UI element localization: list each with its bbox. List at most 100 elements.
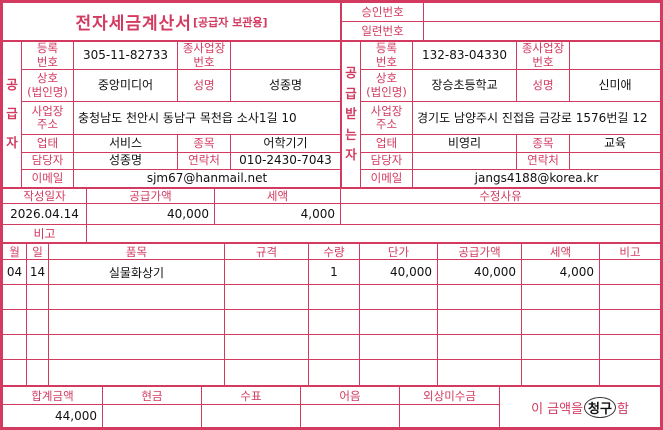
- item-qty: [309, 285, 360, 310]
- buyer-bizclass-label: 종목: [517, 135, 570, 153]
- col-header-qty: 수량: [309, 244, 360, 260]
- col-header-name: 품목: [49, 244, 225, 260]
- serial-row: 일련번호: [342, 22, 660, 40]
- cash-value: [103, 405, 202, 427]
- item-name: [49, 285, 225, 310]
- credit-value: [400, 405, 500, 427]
- item-spec: [225, 310, 309, 335]
- item-supply: [438, 310, 522, 335]
- item-note: [600, 360, 660, 385]
- items-table: 월 일 품목 규격 수량 단가 공급가액 세액 비고 04 14 실물화상기 1…: [3, 242, 660, 385]
- remark-label: 비고: [3, 225, 87, 242]
- buyer-phone-value: [570, 153, 660, 170]
- serial-number-label: 일련번호: [342, 22, 424, 40]
- buyer-manager-label: 담당자: [361, 153, 413, 170]
- buyer-bizclass-value: 교육: [570, 135, 660, 153]
- supplier-biztype-value: 서비스: [74, 135, 178, 153]
- buyer-section: 공급받는자 등록 번호 132-83-04330 종사업장 번호 상호 (법인명…: [342, 42, 660, 187]
- col-header-supply: 공급가액: [438, 244, 522, 260]
- check-value: [202, 405, 301, 427]
- title-text: 전자세금계산서: [75, 14, 192, 34]
- item-unit-price: [360, 360, 438, 385]
- serial-number-value: [424, 22, 660, 40]
- supplier-address-label: 사업장 주소: [22, 102, 74, 135]
- supply-amount-value: 40,000: [87, 204, 215, 224]
- title-note: [공급자 보관용]: [192, 15, 268, 29]
- approval-row: 승인번호: [342, 3, 660, 22]
- item-month: [3, 310, 27, 335]
- claim-prefix: 이 금액을: [531, 401, 584, 417]
- supplier-manager-label: 담당자: [22, 153, 74, 170]
- supplier-email-value: sjm67@hanmail.net: [146, 170, 268, 185]
- cash-label: 현금: [103, 387, 202, 405]
- modify-reason-value: [341, 204, 660, 224]
- col-header-note: 비고: [600, 244, 660, 260]
- supplier-branch-label: 종사업장 번호: [178, 42, 231, 70]
- totals-band: 합계금액 현금 수표 어음 외상미수금 이 금액을 청구 함 44,000: [3, 385, 660, 427]
- item-name: 실물화상기: [49, 260, 225, 285]
- approval-block: 승인번호 일련번호: [342, 3, 660, 40]
- remark-value: [87, 225, 660, 242]
- item-unit-price: [360, 335, 438, 360]
- col-header-spec: 규격: [225, 244, 309, 260]
- item-day: [27, 285, 49, 310]
- item-tax: 4,000: [522, 260, 600, 285]
- buyer-manager-value: [413, 153, 517, 170]
- supply-amount-label: 공급가액: [87, 189, 215, 203]
- summary-band: 작성일자 공급가액 세액 수정사유 2026.04.14 40,000 4,00…: [3, 187, 660, 242]
- supplier-email-label: 이메일: [22, 170, 74, 187]
- credit-label: 외상미수금: [400, 387, 500, 405]
- supplier-side-label: 공급자: [3, 42, 22, 187]
- item-month: 04: [3, 260, 27, 285]
- claim-statement: 이 금액을 청구 함: [500, 387, 660, 427]
- item-unit-price: 40,000: [360, 260, 438, 285]
- supplier-phone-label: 연락처: [178, 153, 231, 170]
- header-band: 전자세금계산서 [공급자 보관용] 승인번호 일련번호: [3, 3, 660, 40]
- col-header-unit-price: 단가: [360, 244, 438, 260]
- buyer-address-label: 사업장 주소: [361, 102, 413, 135]
- item-spec: [225, 360, 309, 385]
- buyer-company-value: 장승초등학교: [413, 70, 517, 102]
- tax-amount-value: 4,000: [215, 204, 341, 224]
- item-spec: [225, 285, 309, 310]
- item-note: [600, 335, 660, 360]
- col-header-day: 일: [27, 244, 49, 260]
- buyer-phone-label: 연락처: [517, 153, 570, 170]
- modify-reason-label: 수정사유: [479, 189, 522, 203]
- summary-header-row: 작성일자 공급가액 세액 수정사유: [3, 189, 660, 204]
- buyer-email-label: 이메일: [361, 170, 413, 187]
- col-header-month: 월: [3, 244, 27, 260]
- total-amount-label: 합계금액: [3, 387, 103, 405]
- supplier-company-label: 상호 (법인명): [22, 70, 74, 102]
- buyer-branch-label: 종사업장 번호: [517, 42, 570, 70]
- supplier-biztype-label: 업태: [22, 135, 74, 153]
- item-qty: 1: [309, 260, 360, 285]
- buyer-email-value: jangs4188@korea.kr: [474, 170, 599, 185]
- buyer-side-label: 공급받는자: [342, 42, 361, 187]
- item-month: [3, 360, 27, 385]
- item-note: [600, 260, 660, 285]
- buyer-biztype-value: 비영리: [413, 135, 517, 153]
- supplier-section: 공급자 등록 번호 305-11-82733 종사업장 번호 상호 (법인명) …: [3, 42, 342, 187]
- supplier-side-text: 공급자: [6, 77, 18, 150]
- item-supply: 40,000: [438, 260, 522, 285]
- buyer-side-text: 공급받는자: [345, 64, 357, 163]
- item-month: [3, 335, 27, 360]
- item-day: [27, 335, 49, 360]
- bill-label: 어음: [301, 387, 400, 405]
- supplier-address-value: 충청남도 천안시 동남구 목천읍 소사1길 10: [74, 102, 340, 135]
- document-title: 전자세금계산서 [공급자 보관용]: [3, 3, 342, 40]
- col-header-tax: 세액: [522, 244, 600, 260]
- claim-marked: 청구: [584, 396, 616, 418]
- tax-amount-label: 세액: [215, 189, 341, 203]
- item-supply: [438, 335, 522, 360]
- supplier-bizclass-label: 종목: [178, 135, 231, 153]
- buyer-branch-value: [570, 42, 660, 70]
- approval-number-value: [424, 3, 660, 21]
- item-tax: [522, 310, 600, 335]
- supplier-ceo-label: 성명: [178, 70, 231, 102]
- supplier-reg-value: 305-11-82733: [74, 42, 178, 70]
- write-date-value: 2026.04.14: [3, 204, 87, 224]
- buyer-biztype-label: 업태: [361, 135, 413, 153]
